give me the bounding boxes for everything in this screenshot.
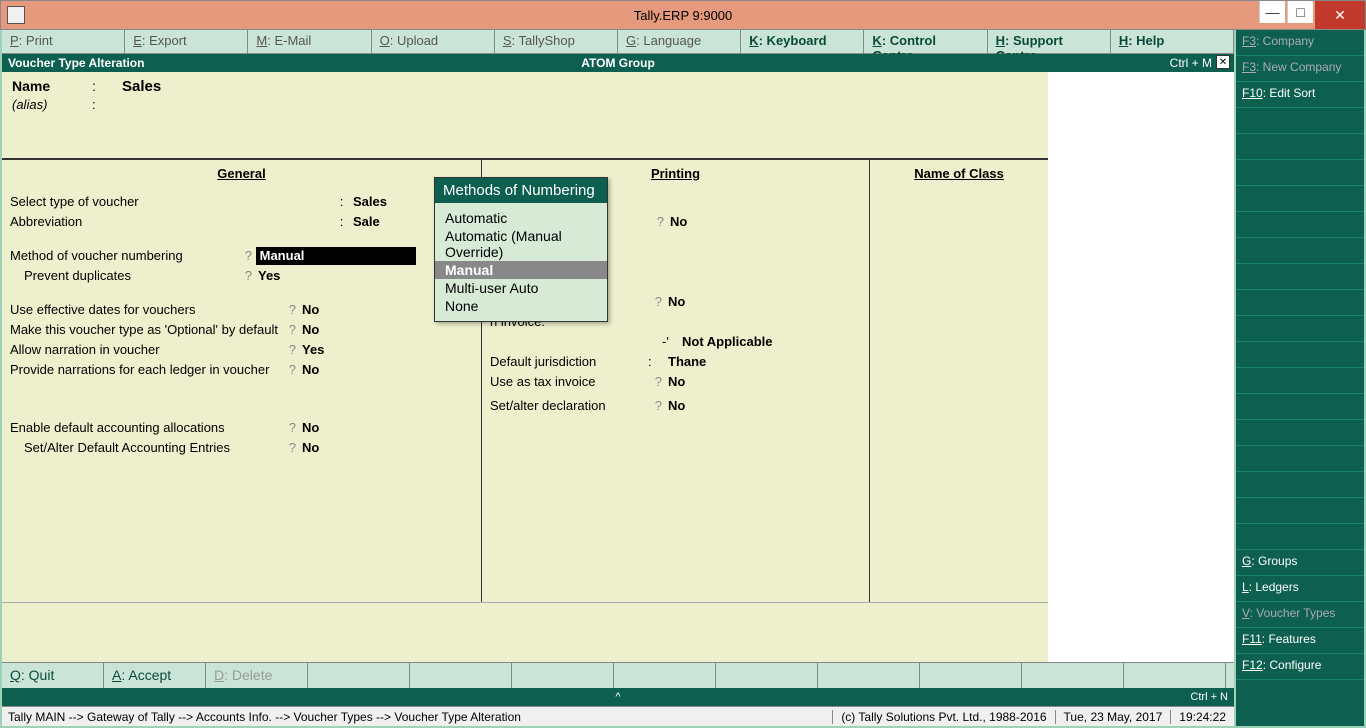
window-title: Tally.ERP 9:9000	[634, 8, 733, 23]
side-configure[interactable]: F12: Configure	[1236, 654, 1364, 680]
tax-invoice-value[interactable]: No	[668, 373, 728, 391]
close-button[interactable]: ✕	[1315, 1, 1365, 29]
side-ledgers[interactable]: L: Ledgers	[1236, 576, 1364, 602]
content-area: Name : Sales (alias) : General Select ty…	[2, 72, 1234, 662]
side-voucher-types[interactable]: V: Voucher Types	[1236, 602, 1364, 628]
side-new-company[interactable]: F3: New Company	[1236, 56, 1364, 82]
eff-dates-value[interactable]: No	[302, 301, 362, 319]
close-panel-icon[interactable]: ✕	[1216, 55, 1230, 69]
popup-option-multi-user-auto[interactable]: Multi-user Auto	[435, 279, 607, 297]
status-bar: Tally MAIN --> Gateway of Tally --> Acco…	[2, 706, 1234, 726]
right-blank-panel	[1048, 72, 1234, 662]
numbering-popup: Methods of Numbering AutomaticAutomatic …	[434, 177, 608, 322]
name-value[interactable]: Sales	[122, 78, 161, 95]
toolbar-e-mail[interactable]: M: E-Mail	[248, 30, 371, 53]
toolbar-export[interactable]: E: Export	[125, 30, 248, 53]
app-icon	[7, 6, 25, 24]
popup-option-automatic--manual-override-[interactable]: Automatic (Manual Override)	[435, 227, 607, 261]
bottom-toolbar: Q: QuitA: AcceptD: Delete	[2, 662, 1234, 688]
print-saving-value[interactable]: No	[670, 213, 730, 231]
bottom-context-bar: ^ Ctrl + N	[2, 688, 1234, 706]
numbering-method-value[interactable]: Manual	[256, 247, 416, 265]
bottom-accept-button[interactable]: A: Accept	[104, 663, 206, 688]
bottom-shortcut: Ctrl + N	[1190, 691, 1228, 703]
expand-arrow-icon[interactable]: ^	[615, 691, 620, 703]
not-applicable-value: Not Applicable	[682, 333, 802, 351]
top-toolbar: P: PrintE: ExportM: E-MailO: UploadS: Ta…	[2, 30, 1234, 54]
company-name: ATOM Group	[581, 56, 655, 70]
toolbar-support-centre[interactable]: H: Support Centre	[988, 30, 1111, 53]
context-bar: Voucher Type Alteration ATOM Group Ctrl …	[2, 54, 1234, 72]
jurisdiction-value[interactable]: Thane	[668, 353, 788, 371]
context-left: Voucher Type Alteration	[8, 56, 144, 70]
toolbar-upload[interactable]: O: Upload	[372, 30, 495, 53]
narr-ledger-value[interactable]: No	[302, 361, 362, 379]
bottom-quit-button[interactable]: Q: Quit	[2, 663, 104, 688]
narration-value[interactable]: Yes	[302, 341, 362, 359]
maximize-button[interactable]: □	[1287, 1, 1313, 23]
enable-alloc-value[interactable]: No	[302, 419, 362, 437]
toolbar-help[interactable]: H: Help	[1111, 30, 1234, 53]
toolbar-keyboard[interactable]: K: Keyboard	[741, 30, 864, 53]
side-features[interactable]: F11: Features	[1236, 628, 1364, 654]
class-heading: Name of Class	[878, 166, 1040, 181]
optional-value[interactable]: No	[302, 321, 362, 339]
set-alter-value[interactable]: No	[302, 439, 362, 457]
alias-label: (alias)	[12, 97, 72, 112]
breadcrumb: Tally MAIN --> Gateway of Tally --> Acco…	[2, 710, 832, 724]
toolbar-tallyshop[interactable]: S: TallyShop	[495, 30, 618, 53]
prevent-dup-value[interactable]: Yes	[258, 267, 318, 285]
side-panel: F3: CompanyF3: New CompanyF10: Edit Sort…	[1234, 30, 1364, 726]
popup-title: Methods of Numbering	[435, 178, 607, 203]
popup-option-manual[interactable]: Manual	[435, 261, 607, 279]
popup-option-none[interactable]: None	[435, 297, 607, 315]
declaration-value[interactable]: No	[668, 397, 728, 415]
status-date: Tue, 23 May, 2017	[1055, 710, 1171, 724]
status-time: 19:24:22	[1170, 710, 1234, 724]
minimize-button[interactable]: —	[1259, 1, 1285, 23]
bottom-delete-button: D: Delete	[206, 663, 308, 688]
toolbar-print[interactable]: P: Print	[2, 30, 125, 53]
toolbar-control-centre[interactable]: K: Control Centre	[864, 30, 987, 53]
general-heading: General	[10, 166, 473, 181]
shortcut-hint: Ctrl + M	[1170, 56, 1212, 70]
side-groups[interactable]: G: Groups	[1236, 550, 1364, 576]
side-edit-sort[interactable]: F10: Edit Sort	[1236, 82, 1364, 108]
name-label: Name	[12, 78, 72, 95]
toolbar-language[interactable]: G: Language	[618, 30, 741, 53]
side-company[interactable]: F3: Company	[1236, 30, 1364, 56]
copyright: (c) Tally Solutions Pvt. Ltd., 1988-2016	[832, 710, 1054, 724]
popup-option-automatic[interactable]: Automatic	[435, 209, 607, 227]
window-titlebar: Tally.ERP 9:9000 — □ ✕	[0, 0, 1366, 30]
